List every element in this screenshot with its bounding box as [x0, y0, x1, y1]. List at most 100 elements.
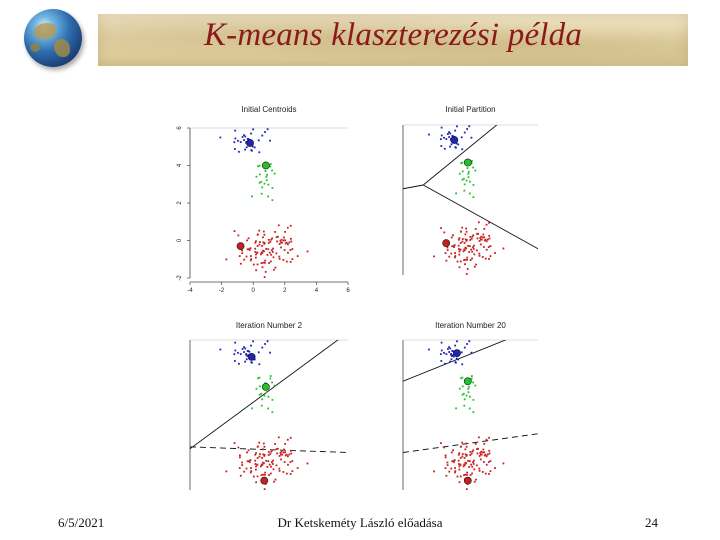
- data-point-red: [464, 258, 467, 261]
- data-point-red: [450, 252, 453, 255]
- data-point-red: [239, 474, 242, 477]
- data-point-blue: [246, 355, 249, 357]
- data-point-red: [465, 227, 467, 230]
- centroid-green: [261, 382, 270, 391]
- kmeans-panel-1: Initial Centroids -4 -2 0 2 4 6 -2 0 2 4 6: [177, 105, 350, 294]
- data-point-red: [468, 460, 471, 463]
- data-point-blue: [266, 128, 269, 131]
- data-point-red: [262, 448, 264, 451]
- data-point-red: [458, 452, 461, 455]
- data-point-red: [448, 470, 451, 473]
- data-point-red: [443, 231, 446, 234]
- data-point-green: [468, 192, 471, 195]
- data-point-red: [472, 246, 474, 249]
- data-point-blue: [241, 136, 244, 138]
- data-point-blue: [250, 132, 252, 135]
- data-point-red: [267, 242, 270, 244]
- data-point-blue: [449, 347, 452, 350]
- data-point-red: [489, 255, 492, 258]
- data-point-red: [475, 263, 477, 266]
- data-point-red: [466, 256, 469, 259]
- data-point-red: [482, 246, 485, 248]
- data-point-blue: [449, 132, 452, 135]
- data-point-red: [469, 235, 472, 238]
- data-point-green: [472, 398, 475, 401]
- data-point-blue: [253, 358, 256, 361]
- data-point-red: [260, 474, 263, 477]
- data-point-red: [248, 249, 251, 251]
- data-point-red: [270, 465, 272, 468]
- data-point-red: [289, 436, 292, 439]
- data-point-red: [262, 453, 265, 456]
- footer-author: Dr Ketskeméty László előadása: [277, 515, 443, 530]
- data-point-red: [474, 443, 477, 445]
- data-point-blue: [245, 353, 248, 355]
- data-point-red: [262, 442, 265, 445]
- data-point-green: [266, 173, 268, 176]
- data-point-red: [270, 238, 273, 241]
- data-point-red: [296, 467, 299, 469]
- data-point-red: [476, 452, 479, 455]
- data-point-red: [467, 459, 469, 462]
- data-point-green: [455, 407, 457, 410]
- data-point-red: [252, 263, 255, 266]
- data-point-green: [460, 162, 462, 165]
- data-point-red: [475, 478, 477, 481]
- kmeans-panel-2: Initial Partition: [402, 105, 538, 275]
- data-point-red: [246, 451, 248, 454]
- data-point-blue: [461, 363, 464, 366]
- data-point-red: [289, 224, 292, 227]
- slide-title: K-means klaszterezési példa: [203, 17, 583, 53]
- data-point-red: [296, 255, 299, 257]
- data-point-blue: [461, 148, 464, 151]
- data-point-blue: [452, 354, 454, 357]
- data-point-red: [477, 221, 480, 224]
- data-point-red: [469, 259, 472, 261]
- data-point-green: [257, 377, 259, 380]
- data-point-red: [458, 250, 461, 253]
- x-tick-label: -2: [219, 288, 225, 294]
- data-point-blue: [264, 131, 266, 133]
- data-point-red: [276, 235, 279, 238]
- data-point-red: [250, 255, 252, 257]
- data-point-green: [463, 398, 466, 401]
- data-point-red: [444, 456, 447, 459]
- data-point-blue: [455, 357, 458, 360]
- data-point-red: [260, 463, 263, 466]
- data-point-red: [464, 473, 467, 476]
- data-point-red: [454, 467, 456, 469]
- data-point-red: [274, 443, 276, 445]
- data-point-green: [260, 180, 263, 183]
- data-point-red: [468, 466, 471, 468]
- data-point-red: [479, 243, 482, 246]
- data-point-green: [267, 395, 270, 398]
- data-point-red: [256, 245, 259, 247]
- data-point-red: [289, 473, 292, 475]
- data-point-red: [288, 241, 291, 244]
- data-point-red: [264, 259, 267, 262]
- data-point-green: [463, 189, 466, 192]
- x-tick-label: 4: [315, 288, 319, 294]
- data-point-red: [461, 455, 464, 458]
- data-point-red: [268, 251, 271, 254]
- data-point-red: [238, 456, 241, 459]
- data-point-green: [261, 398, 264, 401]
- centroid-red: [236, 242, 245, 251]
- data-point-green: [260, 392, 263, 395]
- data-point-red: [258, 243, 261, 246]
- data-point-red: [273, 480, 275, 483]
- data-point-red: [471, 257, 473, 260]
- data-point-red: [458, 266, 461, 269]
- data-point-blue: [258, 363, 261, 366]
- data-point-blue: [244, 360, 247, 363]
- data-point-blue: [454, 344, 457, 347]
- x-tick-label: 0: [252, 288, 256, 294]
- data-point-red: [262, 230, 265, 233]
- data-point-blue: [445, 353, 448, 355]
- y-tick-label: 0: [177, 238, 183, 242]
- centroid-green: [463, 377, 472, 386]
- data-point-red: [306, 250, 309, 253]
- data-point-blue: [261, 346, 264, 349]
- data-point-red: [268, 262, 271, 264]
- data-point-red: [465, 454, 468, 456]
